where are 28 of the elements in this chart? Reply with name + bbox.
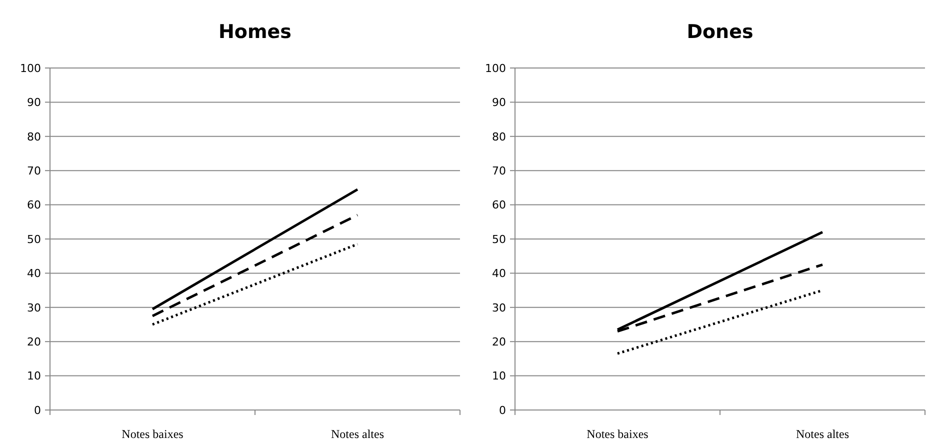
y-tick-label: 90 (27, 96, 41, 110)
x-tick-label: Notes altes (796, 427, 850, 441)
y-tick-label: 20 (492, 335, 506, 348)
y-tick-label: 60 (27, 198, 41, 212)
y-tick-label: 80 (27, 130, 41, 144)
x-tick-label: Notes baixes (122, 427, 184, 441)
y-tick-label: 30 (492, 301, 506, 314)
y-tick-label: 50 (492, 232, 506, 246)
y-tick-label: 0 (499, 404, 506, 417)
y-tick-label: 70 (492, 164, 506, 178)
y-tick-label: 80 (492, 130, 506, 144)
chart-title: Homes (218, 21, 292, 43)
x-tick-label: Notes baixes (586, 427, 649, 441)
y-tick-label: 10 (27, 370, 41, 383)
chart-title: Dones (686, 21, 754, 43)
y-tick-label: 0 (34, 404, 41, 417)
y-tick-label: 40 (27, 267, 41, 280)
y-tick-label: 100 (485, 62, 506, 75)
y-tick-label: 100 (20, 62, 41, 75)
y-tick-label: 90 (492, 96, 506, 110)
x-tick-label: Notes altes (331, 427, 384, 441)
y-tick-label: 60 (492, 198, 506, 212)
y-tick-label: 70 (27, 164, 41, 178)
y-tick-label: 40 (492, 267, 506, 280)
y-tick-label: 10 (492, 370, 506, 383)
y-tick-label: 30 (27, 301, 41, 314)
y-tick-label: 50 (27, 232, 41, 246)
y-tick-label: 20 (27, 335, 41, 348)
